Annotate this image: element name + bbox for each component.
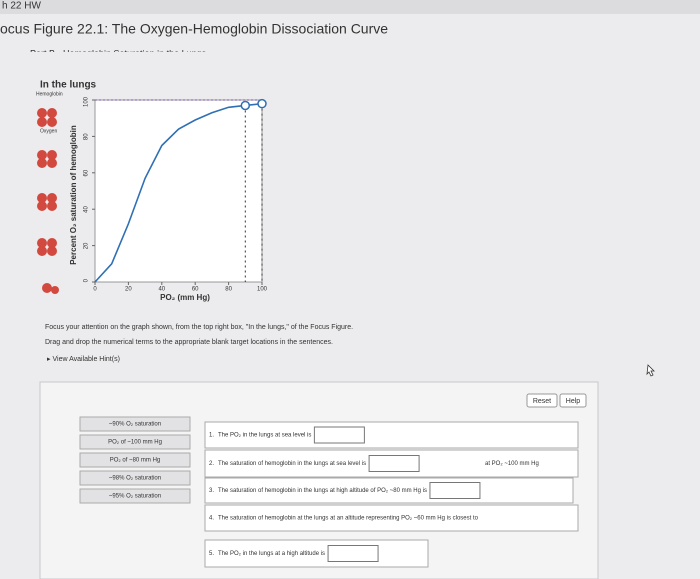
y-tick-label: 100 <box>84 96 90 107</box>
y-tick-label: 20 <box>84 242 90 249</box>
page-title: ocus Figure 22.1: The Oxygen-Hemoglobin … <box>0 21 388 37</box>
drop-target[interactable] <box>327 545 379 562</box>
drag-label[interactable] <box>79 416 191 432</box>
curve-point <box>240 100 251 111</box>
drag-label-text[interactable]: PO₂ of ~80 mm Hg <box>110 458 161 464</box>
x-tick-label: 0 <box>93 287 97 293</box>
part-title: Part B - Hemoglobin Saturation in the Lu… <box>30 48 207 58</box>
hint-link[interactable]: ▸ View Available Hint(s) <box>47 356 120 363</box>
top-bar <box>0 0 700 14</box>
sentence-text: The PO₂ in the lungs at a high altitude … <box>218 551 325 557</box>
hemoglobin-icons <box>37 108 59 294</box>
y-tick-label: 80 <box>84 133 90 140</box>
drag-label[interactable] <box>79 452 191 468</box>
sentence-box <box>204 504 579 532</box>
sentence-number: 2. <box>209 461 214 467</box>
sentence-text: The saturation of hemoglobin in the lung… <box>218 461 366 467</box>
dissociation-curve <box>94 102 263 283</box>
sentence-number: 1. <box>209 433 214 439</box>
drag-label-text[interactable]: PO₂ of ~100 mm Hg <box>108 440 162 446</box>
button-label[interactable]: Help <box>566 398 581 405</box>
breadcrumb[interactable]: h 22 HW <box>2 1 41 12</box>
y-tick-label: 0 <box>84 278 90 282</box>
x-tick-label: 40 <box>158 287 165 293</box>
x-tick-label: 80 <box>225 287 232 293</box>
drag-label-text[interactable]: ~90% O₂ saturation <box>109 422 161 428</box>
oxygen-label: Oxygen <box>40 128 57 134</box>
drag-label-text[interactable]: ~95% O₂ saturation <box>109 494 161 500</box>
legend-label: Hemoglobin <box>36 91 63 97</box>
drop-target[interactable] <box>429 482 481 499</box>
button[interactable] <box>526 393 558 408</box>
y-tick-label: 60 <box>84 169 90 176</box>
sentence-box <box>204 477 574 504</box>
cursor <box>646 364 655 377</box>
y-tick-label: 40 <box>84 206 90 213</box>
drag-label[interactable] <box>79 470 191 486</box>
figure-title: In the lungs <box>40 80 97 91</box>
sentence-box <box>204 539 429 568</box>
y-axis-label: Percent O₂ saturation of hemoglobin <box>69 125 78 265</box>
button-label[interactable]: Reset <box>533 398 551 405</box>
instruction: Focus your attention on the graph shown,… <box>45 324 353 331</box>
sentence-text: The saturation of hemoglobin in the lung… <box>218 488 427 494</box>
drop-target[interactable] <box>313 426 365 444</box>
instruction: Drag and drop the numerical terms to the… <box>45 339 333 346</box>
x-axis-label: PO₂ (mm Hg) <box>160 293 210 302</box>
button[interactable] <box>559 393 587 408</box>
sentence-number: 4. <box>209 516 214 522</box>
sentence-number: 3. <box>209 488 214 494</box>
drop-target[interactable] <box>368 455 420 472</box>
sentence-number: 5. <box>209 551 214 557</box>
drag-label-text[interactable]: ~98% O₂ saturation <box>109 476 161 482</box>
sentence-suffix: at PO₂ ~100 mm Hg <box>485 461 539 467</box>
x-tick-label: 100 <box>257 287 268 293</box>
sentence-box <box>204 421 579 449</box>
curve-point <box>257 98 267 109</box>
plot-area <box>94 99 263 283</box>
drag-label[interactable] <box>79 434 191 450</box>
sentence-text: The saturation of hemoglobin at the lung… <box>218 516 479 522</box>
x-tick-label: 60 <box>192 287 199 293</box>
x-tick-label: 20 <box>125 287 132 293</box>
drag-label[interactable] <box>79 488 191 504</box>
sentence-text: The PO₂ in the lungs at sea level is <box>218 433 311 439</box>
